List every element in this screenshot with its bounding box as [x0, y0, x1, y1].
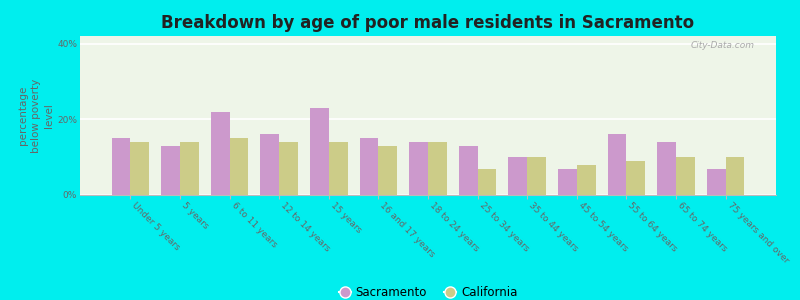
Bar — [657, 142, 676, 195]
Bar — [310, 108, 329, 195]
Bar — [478, 169, 497, 195]
Y-axis label: percentage
below poverty
level: percentage below poverty level — [18, 78, 54, 153]
Bar — [458, 146, 478, 195]
Bar — [626, 161, 645, 195]
Bar — [329, 142, 348, 195]
Bar — [428, 142, 447, 195]
Bar — [211, 112, 230, 195]
Bar — [577, 165, 596, 195]
Bar — [279, 142, 298, 195]
Bar — [508, 157, 527, 195]
Bar — [162, 146, 180, 195]
Bar — [359, 138, 378, 195]
Bar — [527, 157, 546, 195]
Bar — [180, 142, 199, 195]
Legend: Sacramento, California: Sacramento, California — [334, 281, 522, 300]
Bar — [112, 138, 130, 195]
Bar — [130, 142, 150, 195]
Title: Breakdown by age of poor male residents in Sacramento: Breakdown by age of poor male residents … — [162, 14, 694, 32]
Bar — [260, 134, 279, 195]
Bar — [607, 134, 626, 195]
Bar — [726, 157, 744, 195]
Bar — [676, 157, 694, 195]
Bar — [706, 169, 726, 195]
Bar — [230, 138, 249, 195]
Bar — [558, 169, 577, 195]
Bar — [378, 146, 398, 195]
Bar — [409, 142, 428, 195]
Text: City-Data.com: City-Data.com — [691, 41, 755, 50]
